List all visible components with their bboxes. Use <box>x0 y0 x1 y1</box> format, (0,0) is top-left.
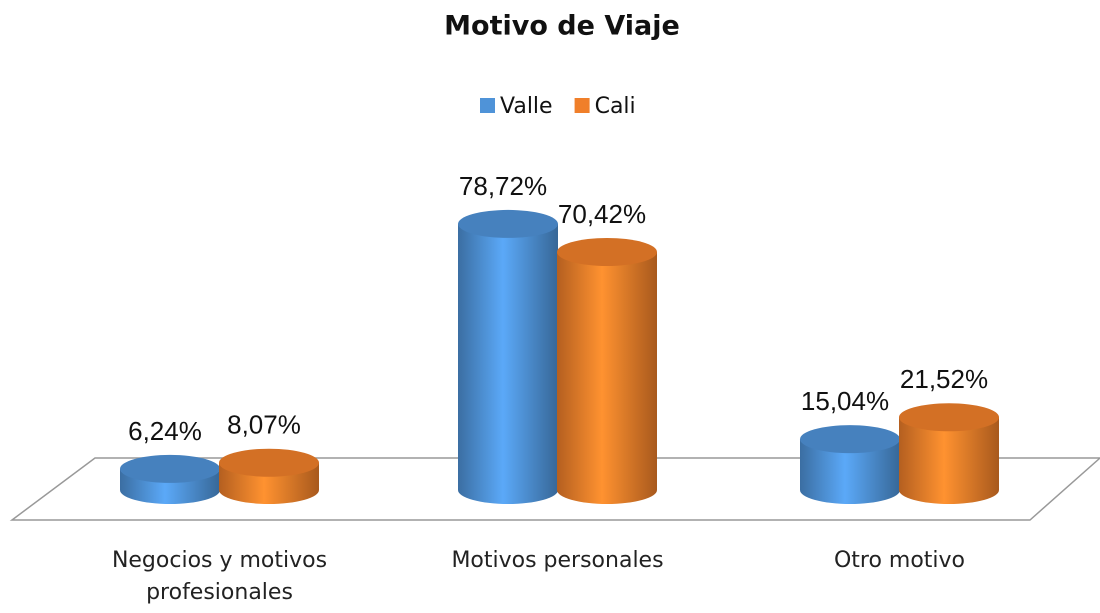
data-label: 6,24% <box>128 416 202 446</box>
x-tick-label: Negocios y motivos profesionales <box>111 548 328 605</box>
data-label: 70,42% <box>558 199 646 229</box>
data-label: 15,04% <box>801 386 889 416</box>
bar-top <box>557 237 657 266</box>
x-tick-label: Motivos personales <box>451 548 664 573</box>
legend-swatch <box>480 98 495 113</box>
data-label: 21,52% <box>900 364 988 394</box>
bar-top <box>219 448 319 477</box>
bar-top <box>899 403 999 432</box>
legend-swatch <box>574 98 590 113</box>
bar-top <box>120 454 220 483</box>
bar-body <box>557 251 657 504</box>
data-label: 78,72% <box>459 171 547 201</box>
x-tick-label: Otro motivo <box>833 548 966 573</box>
bar-body <box>458 223 558 505</box>
data-label: 8,07% <box>227 410 301 440</box>
legend-label: Valle <box>500 94 553 119</box>
bar-top <box>800 425 900 454</box>
chart-title: Motivo de Viaje <box>444 11 680 42</box>
bar-top <box>458 209 558 238</box>
legend-label: Cali <box>595 94 636 119</box>
bar-body <box>800 439 900 504</box>
bar-body <box>899 417 999 504</box>
